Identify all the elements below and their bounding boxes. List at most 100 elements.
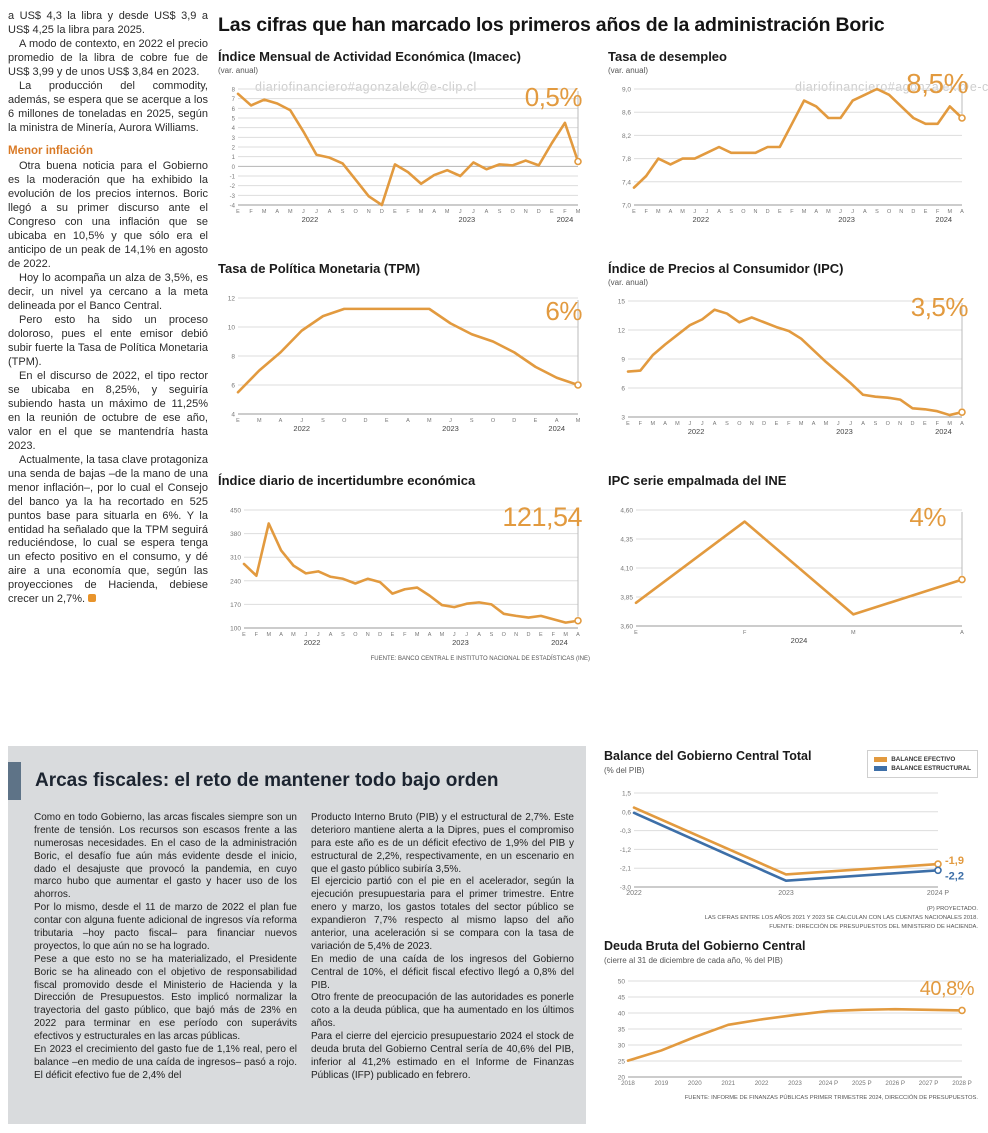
svg-text:A: A bbox=[576, 632, 580, 638]
svg-text:10: 10 bbox=[228, 325, 236, 332]
svg-text:S: S bbox=[729, 209, 733, 215]
balance-subtitle: (% del PIB) bbox=[604, 765, 645, 775]
svg-text:M: M bbox=[419, 209, 424, 215]
svg-text:F: F bbox=[787, 421, 791, 427]
desempleo-panel: Tasa de desempleo (var. anual) 9,0 8,6 8,2… bbox=[608, 49, 976, 229]
svg-text:F: F bbox=[743, 630, 747, 636]
svg-text:2024 P: 2024 P bbox=[927, 890, 950, 897]
article-paragraph: A modo de contexto, en 2022 el precio pr… bbox=[8, 37, 208, 78]
svg-text:F: F bbox=[552, 632, 556, 638]
svg-text:J: J bbox=[449, 418, 452, 424]
svg-text:E: E bbox=[626, 421, 630, 427]
svg-text:O: O bbox=[342, 418, 347, 424]
svg-text:F: F bbox=[255, 632, 259, 638]
svg-text:S: S bbox=[321, 418, 325, 424]
svg-text:J: J bbox=[851, 209, 854, 215]
svg-text:M: M bbox=[445, 209, 450, 215]
svg-text:F: F bbox=[644, 209, 648, 215]
efectivo-swatch-icon bbox=[874, 757, 888, 762]
page-title: Las cifras que han marcado los primeros … bbox=[218, 14, 885, 36]
svg-text:40: 40 bbox=[618, 1010, 626, 1017]
deuda-source-note: FUENTE: INFORME DE FINANZAS PÚBLICAS PRI… bbox=[684, 1094, 978, 1101]
incertidumbre-latest-value: 121,54 bbox=[502, 502, 582, 532]
ipc-subtitle: (var. anual) bbox=[608, 278, 649, 288]
svg-text:D: D bbox=[380, 209, 384, 215]
svg-text:2023: 2023 bbox=[459, 215, 476, 224]
svg-text:2022: 2022 bbox=[304, 638, 321, 647]
svg-text:N: N bbox=[898, 421, 902, 427]
deuda-subtitle: (cierre al 31 de diciembre de cada año, … bbox=[604, 955, 783, 965]
svg-text:S: S bbox=[874, 421, 878, 427]
svg-text:-1,9: -1,9 bbox=[945, 855, 964, 867]
svg-text:A: A bbox=[717, 209, 721, 215]
svg-text:D: D bbox=[766, 209, 770, 215]
svg-text:F: F bbox=[406, 209, 410, 215]
svg-text:5: 5 bbox=[232, 117, 236, 123]
svg-text:100: 100 bbox=[230, 626, 241, 633]
svg-text:A: A bbox=[279, 632, 283, 638]
svg-text:A: A bbox=[555, 418, 559, 424]
svg-text:A: A bbox=[814, 209, 818, 215]
svg-text:E: E bbox=[236, 418, 240, 424]
svg-text:A: A bbox=[861, 421, 865, 427]
article-paragraph: Actualmente, la tasa clave protagoniza u… bbox=[8, 454, 208, 608]
svg-text:E: E bbox=[550, 209, 554, 215]
legend-label: BALANCE ESTRUCTURAL bbox=[891, 765, 971, 772]
section-heading-menor-inflacion: Menor inflación bbox=[8, 144, 93, 157]
svg-text:J: J bbox=[701, 421, 704, 427]
ipc-empalmada-latest-value: 4% bbox=[909, 502, 946, 532]
svg-text:3: 3 bbox=[621, 415, 625, 422]
svg-text:4: 4 bbox=[232, 126, 236, 132]
svg-text:E: E bbox=[534, 418, 538, 424]
svg-text:2024: 2024 bbox=[557, 215, 574, 224]
svg-text:E: E bbox=[632, 209, 636, 215]
svg-text:0,6: 0,6 bbox=[622, 809, 631, 816]
svg-text:M: M bbox=[656, 209, 661, 215]
fiscal-headline: Arcas fiscales: el reto de mantener todo… bbox=[35, 770, 499, 791]
ipc-empalmada-panel: IPC serie empalmada del INE 4,60 4,35 4,10… bbox=[608, 473, 976, 650]
svg-text:2024 P: 2024 P bbox=[819, 1080, 839, 1087]
svg-text:2027 P: 2027 P bbox=[919, 1080, 939, 1087]
svg-text:D: D bbox=[527, 632, 531, 638]
svg-text:J: J bbox=[317, 632, 320, 638]
balance-note: (P) PROYECTADO. bbox=[926, 905, 978, 912]
svg-text:A: A bbox=[485, 209, 489, 215]
article-paragraph: Pero esto ha sido un proceso doloroso, p… bbox=[8, 313, 208, 368]
svg-text:N: N bbox=[753, 209, 757, 215]
svg-text:M: M bbox=[288, 209, 293, 215]
svg-text:J: J bbox=[300, 418, 303, 424]
svg-text:2020: 2020 bbox=[688, 1080, 702, 1087]
svg-text:2: 2 bbox=[232, 146, 236, 152]
fiscal-paragraph: En medio de una caída de los ingresos de… bbox=[311, 953, 574, 991]
svg-text:8,6: 8,6 bbox=[622, 110, 631, 117]
svg-text:S: S bbox=[470, 418, 474, 424]
article-left-column: a US$ 4,3 la libra y desde US$ 3,9 a US$… bbox=[8, 10, 208, 607]
svg-text:30: 30 bbox=[618, 1042, 626, 1049]
svg-text:E: E bbox=[539, 632, 543, 638]
desempleo-subtitle: (var. anual) bbox=[608, 66, 649, 76]
svg-text:2022: 2022 bbox=[755, 1080, 769, 1087]
svg-text:J: J bbox=[315, 209, 318, 215]
desempleo-chart: 9,0 8,6 8,2 7,8 7,4 7,0 E F M A M J J A S O N D E F M A M J J A S O… bbox=[608, 79, 976, 229]
svg-text:M: M bbox=[826, 209, 831, 215]
svg-text:M: M bbox=[576, 209, 581, 215]
svg-text:J: J bbox=[302, 209, 305, 215]
svg-text:2022: 2022 bbox=[293, 424, 310, 433]
svg-text:F: F bbox=[563, 209, 567, 215]
fiscal-paragraph: Producto Interno Bruto (PIB) y el estruc… bbox=[311, 812, 574, 875]
svg-text:D: D bbox=[378, 632, 382, 638]
desempleo-latest-value: 8,5% bbox=[906, 68, 968, 99]
incertidumbre-chart: 450 380 310 240 170 100 E F M A M J J A S O N D E F M A M J J A S O… bbox=[218, 500, 590, 652]
deuda-chart: 50 45 40 35 30 25 20 2018 2019 2020 2021 2022 2023 20… bbox=[604, 971, 978, 1093]
svg-text:S: S bbox=[490, 632, 494, 638]
fiscal-paragraph: El ejercicio partió con el pie en el ace… bbox=[311, 876, 574, 952]
svg-text:S: S bbox=[498, 209, 502, 215]
svg-text:M: M bbox=[680, 209, 685, 215]
svg-text:2022: 2022 bbox=[688, 427, 705, 436]
svg-text:F: F bbox=[403, 632, 407, 638]
svg-text:N: N bbox=[750, 421, 754, 427]
svg-text:O: O bbox=[737, 421, 742, 427]
ipc-empalmada-title: IPC serie empalmada del INE bbox=[608, 473, 787, 488]
deuda-latest-value: 40,8% bbox=[919, 978, 975, 1000]
svg-text:2023: 2023 bbox=[836, 427, 853, 436]
